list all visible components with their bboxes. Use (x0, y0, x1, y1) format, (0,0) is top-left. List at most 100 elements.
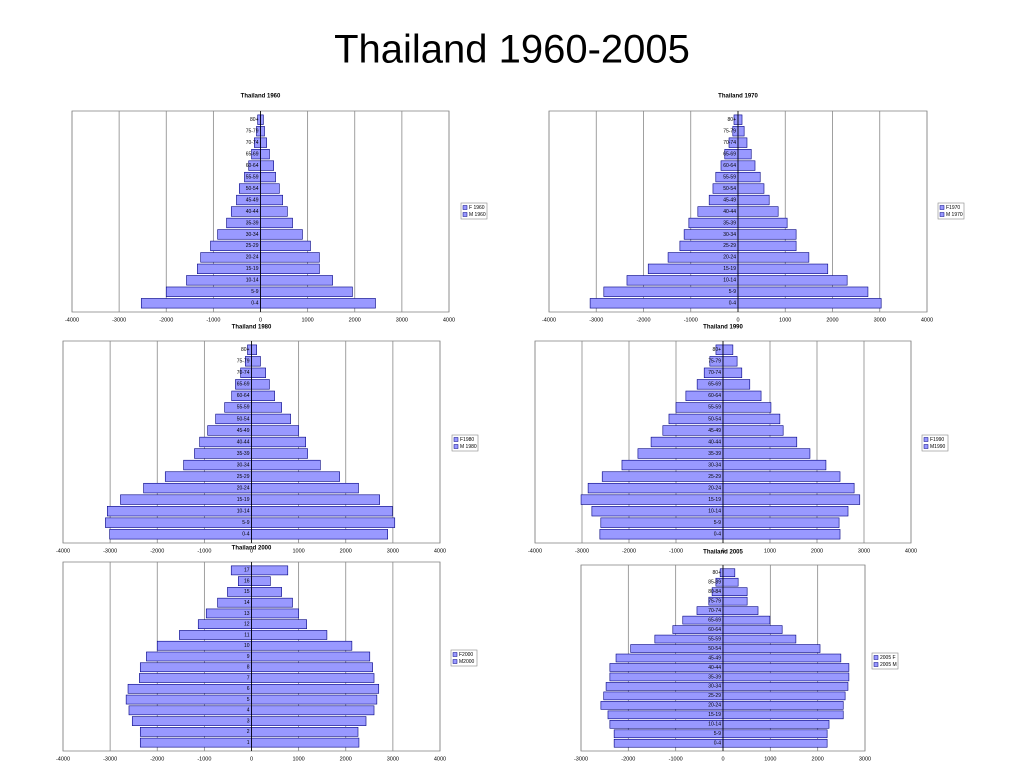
x-tick-label: -2000 (636, 317, 650, 323)
legend-swatch (452, 659, 458, 664)
category-label: 17 (244, 568, 250, 574)
legend-label: F 1960 (469, 205, 485, 211)
bar (251, 379, 270, 390)
category-label: 60-64 (708, 627, 721, 633)
category-label: 35-39 (708, 674, 721, 680)
x-tick-label: 1000 (764, 548, 776, 554)
category-label: 12 (244, 622, 250, 628)
legend-box (871, 652, 899, 670)
category-label: 55-59 (723, 174, 736, 180)
legend-swatch (923, 437, 929, 442)
legend-box (450, 649, 478, 667)
bar (179, 630, 252, 640)
bar (109, 529, 252, 540)
x-tick-label: -4000 (542, 317, 556, 323)
bar (599, 529, 724, 540)
category-label: 6 (247, 686, 250, 692)
legend-swatch (453, 444, 459, 449)
bar (722, 596, 748, 606)
category-label: 40-44 (246, 209, 259, 215)
category-label: 45-49 (237, 428, 250, 434)
bar (722, 402, 772, 413)
bar (722, 625, 783, 634)
bar (722, 506, 849, 517)
bar (251, 651, 371, 662)
bar (251, 482, 359, 494)
category-label: 16 (244, 578, 250, 584)
category-label: 20-24 (237, 485, 250, 491)
bar (722, 701, 844, 710)
bar (128, 705, 252, 716)
category-label: 55-59 (237, 405, 250, 411)
category-label: 4 (247, 708, 250, 714)
category-label: 50-54 (246, 186, 259, 192)
legend-swatch (939, 212, 945, 217)
category-label: 55-59 (708, 405, 721, 411)
bar (260, 275, 333, 286)
category-label: 60-64 (246, 163, 259, 169)
bar (139, 727, 252, 737)
bar (737, 286, 869, 297)
x-tick-label: 4000 (434, 548, 446, 554)
x-tick-label: -3000 (589, 317, 603, 323)
bar (737, 240, 797, 252)
x-tick-label: 1000 (293, 756, 305, 762)
bar (737, 263, 829, 274)
bar (737, 206, 779, 217)
category-label: 20-24 (246, 255, 259, 261)
x-tick-label: 0 (721, 548, 724, 554)
bar (260, 137, 267, 148)
bar (139, 737, 252, 748)
legend-label: F1980 (460, 437, 474, 443)
bar (722, 517, 840, 528)
category-label: 75-79 (708, 359, 721, 365)
bar (722, 691, 846, 701)
x-tick-label: 1000 (302, 317, 314, 323)
bar (609, 672, 724, 682)
bar (600, 517, 724, 528)
category-label: 5-9 (729, 289, 736, 295)
category-label: 11 (244, 632, 249, 638)
bar (251, 683, 380, 694)
category-label: 10-14 (723, 278, 736, 284)
category-label: 30-34 (723, 232, 736, 238)
x-tick-label: 4000 (905, 548, 917, 554)
x-tick-label: 2000 (812, 756, 824, 762)
legend-label: M 1980 (460, 444, 477, 450)
legend-label: 2005 F (880, 655, 896, 661)
category-label: 25-29 (237, 474, 250, 480)
x-tick-label: -1000 (206, 317, 220, 323)
bar (737, 160, 756, 171)
category-label: 20-24 (723, 255, 736, 261)
x-tick-label: 2000 (811, 548, 823, 554)
category-label: 75-79 (246, 129, 259, 135)
bar (589, 298, 739, 309)
bar (260, 194, 283, 206)
bar (609, 720, 724, 729)
bar (722, 615, 771, 625)
category-label: 10-14 (237, 509, 250, 515)
bar (260, 217, 293, 229)
legend-swatch (873, 662, 879, 667)
bar (251, 448, 308, 459)
bar (722, 425, 784, 436)
legend-label: M2000 (459, 659, 475, 665)
x-tick-label: 4000 (443, 317, 455, 323)
category-label: 15-19 (246, 266, 259, 272)
bar (737, 137, 748, 148)
category-label: 65-69 (708, 617, 721, 623)
legend-label: F2000 (459, 652, 473, 658)
legend-label: M 1970 (946, 212, 963, 218)
bar (722, 653, 842, 663)
bar (251, 367, 266, 378)
x-tick-label: 4000 (434, 756, 446, 762)
category-label: 0-4 (714, 741, 721, 747)
category-label: 60-64 (708, 393, 721, 399)
x-tick-label: -3000 (575, 548, 589, 554)
x-tick-label: -3000 (103, 548, 117, 554)
x-tick-label: 2000 (340, 756, 352, 762)
bar (251, 727, 359, 737)
bar (260, 126, 265, 137)
category-label: 80+ (250, 117, 259, 123)
x-tick-label: 1000 (764, 756, 776, 762)
